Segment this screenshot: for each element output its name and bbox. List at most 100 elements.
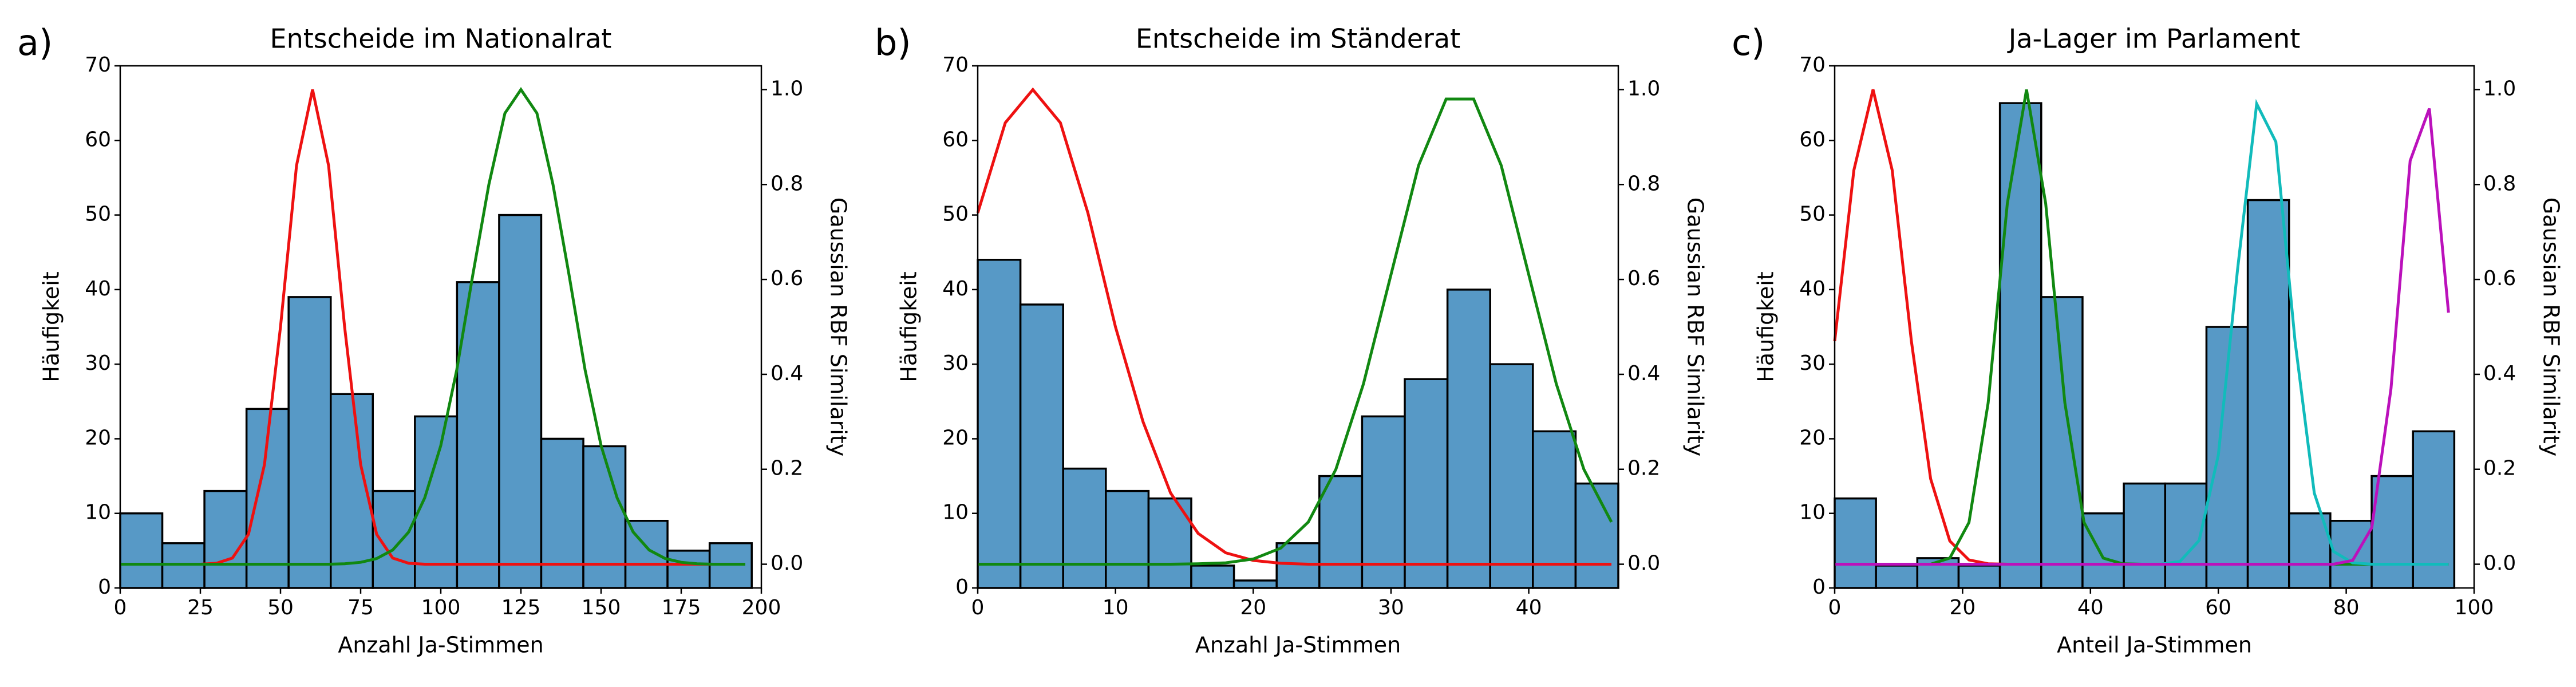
bar xyxy=(1998,102,2042,589)
chart-title: Entscheide im Nationalrat xyxy=(270,23,612,54)
panel-label: c) xyxy=(1732,22,1765,64)
bar xyxy=(1318,475,1364,589)
bar xyxy=(1361,415,1406,589)
bar xyxy=(2246,199,2290,589)
y-tick-label: 10 xyxy=(85,501,111,524)
y2-tick-label: 0.6 xyxy=(2483,267,2516,290)
x-tick-label: 100 xyxy=(2455,596,2494,619)
y-tick-label: 70 xyxy=(1799,53,1826,77)
y-tick-label: 20 xyxy=(942,426,969,449)
x-tick-label: 20 xyxy=(1949,596,1976,619)
y2-tick-label: 0.2 xyxy=(1627,457,1660,480)
y-tick-label: 40 xyxy=(85,277,111,301)
y2-tick-label: 1.0 xyxy=(771,77,803,100)
y-tick-label: 0 xyxy=(98,575,111,599)
bar xyxy=(2123,482,2167,589)
rbf-curve xyxy=(978,97,1613,566)
y-axis-label: Häufigkeit xyxy=(1753,271,1779,382)
y-tick-label: 60 xyxy=(1799,128,1826,151)
bar xyxy=(977,258,1022,589)
x-tick-label: 150 xyxy=(582,596,621,619)
bar xyxy=(1190,564,1235,589)
bar xyxy=(1147,497,1192,589)
y2-tick-label: 0.6 xyxy=(771,267,803,290)
y2-tick-label: 0.2 xyxy=(2483,457,2516,480)
rbf-curve xyxy=(976,87,1611,566)
bar xyxy=(1834,497,1877,589)
x-axis-label: Anteil Ja-Stimmen xyxy=(2057,633,2252,658)
x-tick-label: 0 xyxy=(114,596,127,619)
y-tick-label: 40 xyxy=(942,277,969,301)
bar xyxy=(1532,430,1577,589)
y-axis-label: Häufigkeit xyxy=(39,271,64,382)
y2-tick-label: 0.2 xyxy=(771,457,803,480)
bar xyxy=(582,445,627,589)
bar xyxy=(1446,289,1491,589)
chart-title: Ja-Lager im Parlament xyxy=(2007,23,2300,54)
bar xyxy=(203,489,248,589)
bar xyxy=(1957,564,2001,589)
panel-label: a) xyxy=(17,22,53,64)
rbf-curve xyxy=(120,87,745,566)
x-tick-label: 125 xyxy=(501,596,541,619)
y2-axis-label: Gaussian RBF Similarity xyxy=(826,198,851,457)
x-tick-label: 0 xyxy=(1828,596,1842,619)
y2-tick-label: 0.0 xyxy=(2483,552,2516,575)
y2-tick-label: 0.4 xyxy=(1627,362,1660,385)
bar xyxy=(666,550,711,589)
x-tick-label: 40 xyxy=(2077,596,2104,619)
y-tick-label: 50 xyxy=(1799,203,1826,226)
y2-tick-label: 0.8 xyxy=(771,172,803,195)
x-tick-label: 10 xyxy=(1103,596,1129,619)
x-tick-label: 75 xyxy=(347,596,374,619)
y2-tick-label: 0.8 xyxy=(2483,172,2516,195)
bar xyxy=(1875,564,1919,589)
axes-frame xyxy=(1834,65,2475,589)
bar xyxy=(287,296,332,589)
y2-axis-label: Gaussian RBF Similarity xyxy=(1683,198,1708,457)
y2-tick-label: 0.0 xyxy=(771,552,803,575)
bar xyxy=(1232,579,1278,589)
x-tick-label: 175 xyxy=(662,596,701,619)
rbf-curve xyxy=(120,89,745,566)
y-tick-label: 30 xyxy=(942,352,969,375)
x-tick-label: 30 xyxy=(1378,596,1404,619)
y-tick-label: 70 xyxy=(85,53,111,77)
y-tick-label: 0 xyxy=(955,575,969,599)
y-tick-label: 50 xyxy=(85,203,111,226)
y-tick-label: 40 xyxy=(1799,277,1826,301)
bar xyxy=(2081,512,2125,589)
y-tick-label: 50 xyxy=(942,203,969,226)
bar xyxy=(2370,475,2414,589)
y-tick-label: 10 xyxy=(1799,501,1826,524)
y-axis-label: Häufigkeit xyxy=(896,271,922,382)
bar xyxy=(1404,378,1449,589)
x-axis-label: Anzahl Ja-Stimmen xyxy=(1195,633,1401,658)
y2-axis-label: Gaussian RBF Similarity xyxy=(2539,198,2564,457)
y2-tick-label: 0.8 xyxy=(1627,172,1660,195)
x-tick-label: 200 xyxy=(742,596,781,619)
y-tick-label: 0 xyxy=(1812,575,1826,599)
bar xyxy=(119,512,164,589)
y-tick-label: 30 xyxy=(1799,352,1826,375)
y-tick-label: 20 xyxy=(1799,426,1826,449)
x-axis-label: Anzahl Ja-Stimmen xyxy=(338,633,543,658)
rbf-curve xyxy=(1835,108,2450,566)
x-tick-label: 50 xyxy=(267,596,294,619)
x-tick-label: 60 xyxy=(2205,596,2231,619)
y2-tick-label: 0.4 xyxy=(2483,362,2516,385)
x-tick-label: 80 xyxy=(2333,596,2360,619)
bar xyxy=(1489,363,1534,589)
panel-label: b) xyxy=(875,22,911,64)
y2-tick-label: 1.0 xyxy=(1627,77,1660,100)
bar xyxy=(1105,489,1150,589)
bar xyxy=(1019,303,1064,589)
x-tick-label: 20 xyxy=(1240,596,1266,619)
y-tick-label: 70 xyxy=(942,53,969,77)
y-tick-label: 60 xyxy=(85,128,111,151)
bar xyxy=(1574,482,1619,589)
y-tick-label: 60 xyxy=(942,128,969,151)
bar xyxy=(2412,430,2456,589)
